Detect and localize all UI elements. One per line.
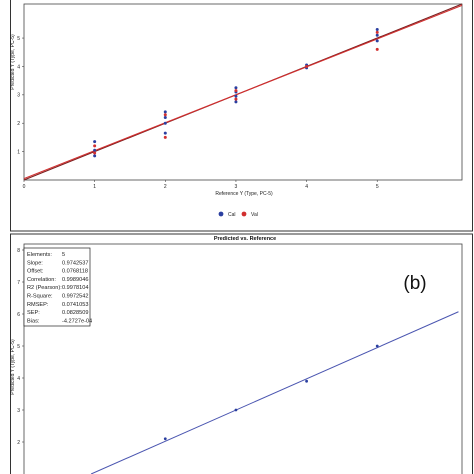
x-tick-label: 5 bbox=[376, 184, 379, 190]
stats-label: Correlation: bbox=[27, 277, 56, 283]
x-tick-label: 3 bbox=[235, 184, 238, 190]
data-point-cal bbox=[375, 39, 379, 43]
y-tick-label: 2 bbox=[17, 440, 20, 446]
stats-value: 0.9989046 bbox=[62, 277, 88, 283]
y-tick-label: 4 bbox=[17, 64, 20, 70]
stats-label: R2 (Pearson): bbox=[27, 285, 62, 291]
data-point-val bbox=[375, 47, 379, 51]
data-point-val bbox=[163, 113, 167, 117]
data-point bbox=[163, 437, 167, 441]
stats-label: RMSEP: bbox=[27, 302, 49, 308]
stats-value: 5 bbox=[62, 252, 65, 258]
panel-b: Predicted vs. Reference 2 3 4 5 6 7 8 Predicte… bbox=[10, 233, 473, 474]
stats-label: R-Square: bbox=[27, 294, 53, 300]
stats-box: Elements: 5 Slope: 0.9742537 Offset: 0.076811… bbox=[23, 247, 92, 327]
stats-value: 0.0741053 bbox=[62, 302, 88, 308]
data-point-cal bbox=[163, 121, 167, 125]
panel-b-frame bbox=[10, 233, 473, 474]
panel-b-plot-area bbox=[23, 243, 463, 474]
panel-a-x-ticks: 0 1 2 3 4 5 bbox=[23, 180, 379, 190]
stats-label: Offset: bbox=[27, 269, 44, 275]
x-tick-label: 1 bbox=[93, 184, 96, 190]
data-point-cal bbox=[93, 140, 97, 144]
data-point-cal bbox=[93, 148, 97, 152]
panel-a-y-ticks: 1 2 3 4 5 bbox=[17, 36, 24, 155]
stats-value: 0.9742537 bbox=[62, 260, 88, 266]
stats-value: 0.9978104 bbox=[62, 285, 88, 291]
stats-label: Slope: bbox=[27, 260, 43, 266]
x-tick-label: 2 bbox=[164, 184, 167, 190]
y-tick-label: 7 bbox=[17, 280, 20, 286]
panel-a-legend: Cal Val bbox=[218, 211, 258, 218]
panel-b-title: Predicted vs. Reference bbox=[214, 236, 276, 242]
panel-a-x-axis-label: Reference Y (Type, PC-5) bbox=[215, 191, 273, 197]
data-point bbox=[234, 408, 238, 412]
y-tick-label: 3 bbox=[17, 93, 20, 99]
data-point bbox=[305, 379, 308, 383]
x-tick-label: 0 bbox=[23, 184, 26, 190]
y-tick-label: 5 bbox=[17, 36, 20, 42]
stats-value: -4.2727e-04 bbox=[62, 318, 92, 324]
stats-value: 0.0768118 bbox=[62, 269, 88, 275]
panel-b-y-axis-label: Predicted Y (Type, PC-5) bbox=[10, 339, 16, 395]
panel-a-points bbox=[93, 28, 379, 158]
legend-label-cal: Cal bbox=[228, 212, 236, 218]
fit-line bbox=[23, 4, 463, 180]
data-point bbox=[375, 344, 379, 348]
data-point-val bbox=[234, 97, 238, 101]
panel-a: 0 1 2 3 4 5 1 2 3 4 5 Reference Y (Type, PC-5) Pr… bbox=[10, 0, 473, 232]
data-point-cal bbox=[234, 100, 238, 104]
legend-marker-val bbox=[241, 211, 247, 217]
data-point-cal bbox=[234, 94, 238, 98]
data-point-val bbox=[234, 89, 238, 93]
panel-a-frame bbox=[10, 0, 473, 232]
panel-a-y-axis-label: Predicted Y (Type, PC-5) bbox=[10, 34, 16, 90]
stats-value: 0.0828509 bbox=[62, 310, 88, 316]
data-point-val bbox=[93, 144, 97, 148]
panel-b-points bbox=[163, 344, 379, 441]
y-tick-label: 5 bbox=[17, 344, 20, 350]
stats-label: SEP: bbox=[27, 310, 40, 316]
legend-marker-cal bbox=[218, 211, 224, 217]
data-point-cal bbox=[375, 28, 379, 32]
y-tick-label: 6 bbox=[17, 312, 20, 318]
data-point-cal bbox=[163, 110, 167, 114]
data-point-cal bbox=[163, 131, 167, 135]
y-tick-label: 8 bbox=[17, 248, 20, 254]
data-point-val bbox=[93, 151, 97, 155]
y-tick-label: 4 bbox=[17, 376, 20, 382]
panel-label-b: (b) bbox=[403, 273, 426, 294]
stats-label: Elements: bbox=[27, 252, 52, 258]
y-tick-label: 3 bbox=[17, 408, 20, 414]
stats-value: 0.9972542 bbox=[62, 294, 88, 300]
y-tick-label: 1 bbox=[17, 149, 20, 155]
panel-a-plot-area bbox=[23, 3, 463, 181]
y-tick-label: 2 bbox=[17, 121, 20, 127]
stats-box-border bbox=[23, 247, 91, 327]
data-point-val bbox=[163, 135, 167, 139]
data-point-cal bbox=[163, 116, 167, 120]
legend-label-val: Val bbox=[251, 212, 258, 218]
panel-b-fit-lines bbox=[90, 311, 459, 474]
data-point-val bbox=[305, 64, 309, 68]
data-point-cal bbox=[93, 154, 97, 158]
data-point-val bbox=[375, 30, 379, 34]
data-point-cal bbox=[234, 86, 238, 90]
x-tick-label: 4 bbox=[305, 184, 308, 190]
panel-a-fit-lines bbox=[23, 3, 463, 181]
stats-rows: Elements: 5 Slope: 0.9742537 Offset: 0.076811… bbox=[27, 252, 92, 324]
fit-line bbox=[90, 311, 459, 474]
data-point-cal bbox=[375, 33, 379, 37]
stats-label: Bias: bbox=[27, 318, 40, 324]
